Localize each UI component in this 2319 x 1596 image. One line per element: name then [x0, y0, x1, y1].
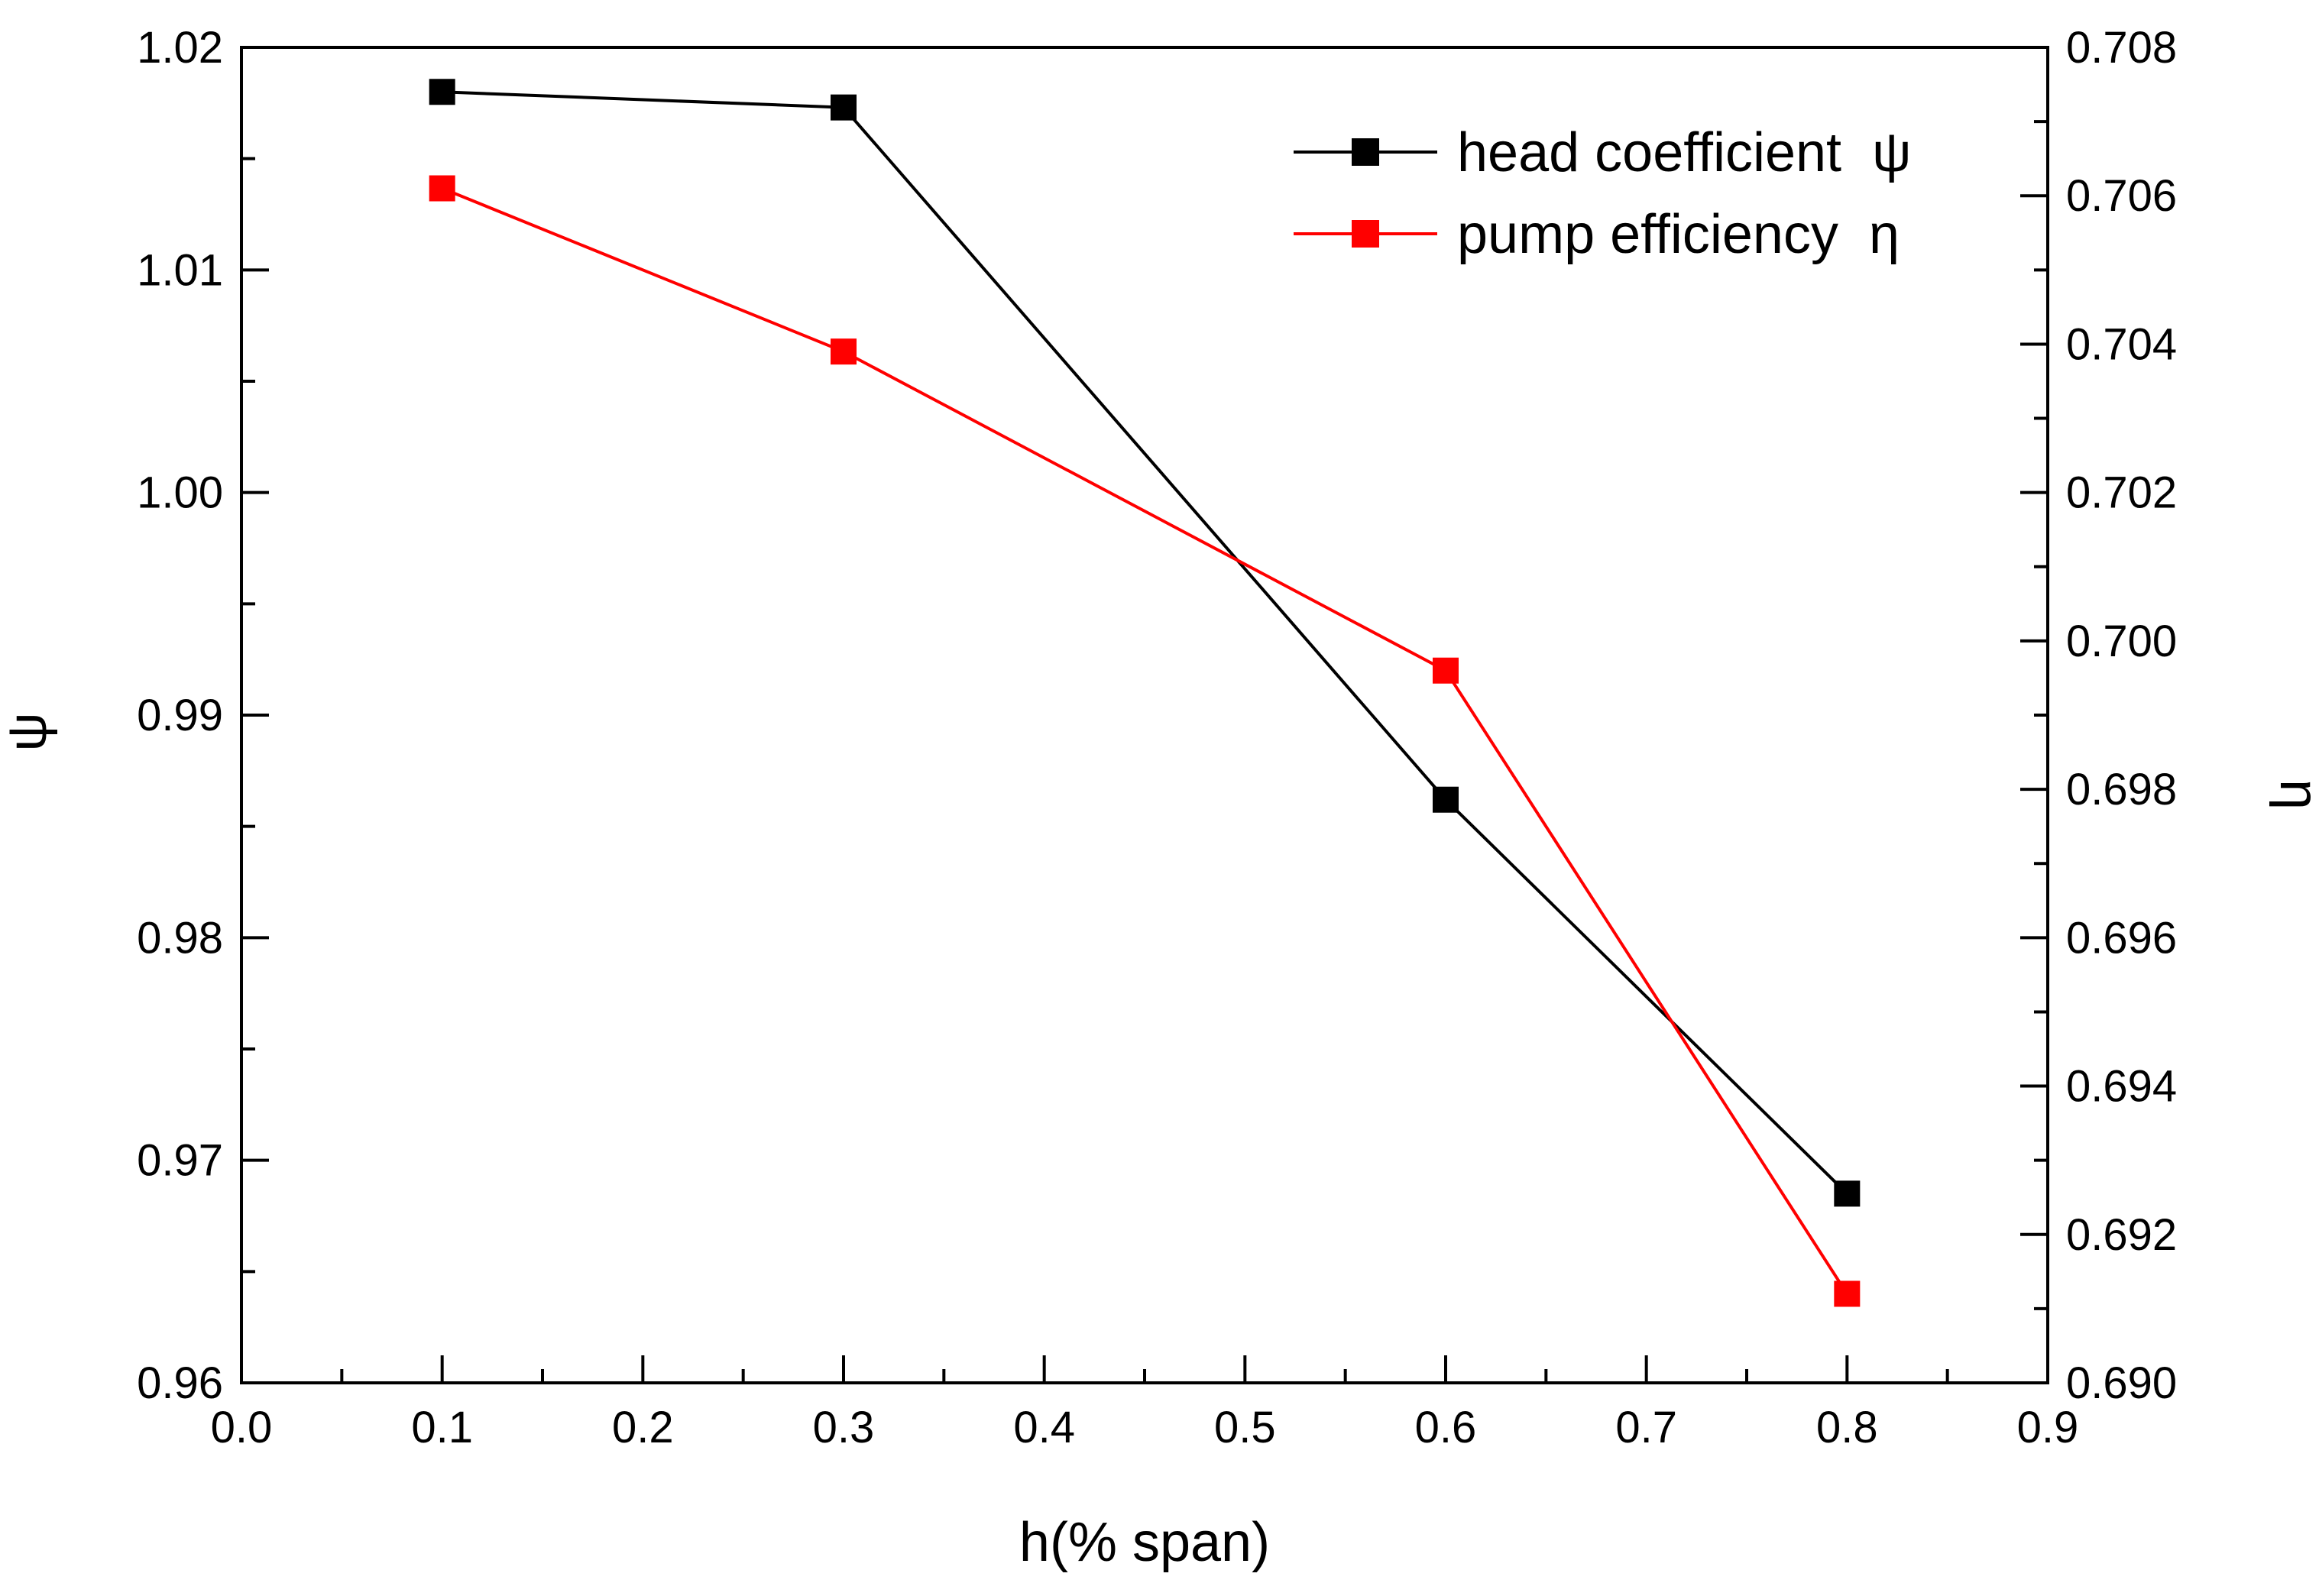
x-axis-title: h(% span) [1019, 1512, 1270, 1573]
y-right-tick-label: 0.704 [2066, 319, 2177, 369]
y-right-tick-label: 0.708 [2066, 23, 2177, 73]
x-tick-label: 0.6 [1415, 1403, 1477, 1452]
legend: head coefficient ψ pump efficiency η [1294, 122, 1911, 265]
y-left-tick-label: 0.98 [137, 913, 223, 963]
data-point-pump-efficiency [429, 175, 455, 202]
y-right-tick-label: 0.698 [2066, 765, 2177, 814]
svg-text:pump efficiency η: pump efficiency η [1457, 204, 1900, 265]
x-tick-label: 0.9 [2017, 1403, 2079, 1452]
y-left-tick-label: 0.96 [137, 1358, 223, 1408]
legend-label-head-coefficient: head coefficient [1457, 122, 1841, 183]
y-right-tick-label: 0.696 [2066, 913, 2177, 963]
y-right-axis-title: η [2269, 779, 2319, 810]
y-left-tick-label: 1.01 [137, 245, 223, 295]
y-left-axis-title: ψ [0, 712, 58, 751]
y-right-tick-label: 0.702 [2066, 468, 2177, 518]
data-point-pump-efficiency [831, 338, 857, 365]
y-right-tick-label: 0.700 [2066, 617, 2177, 666]
data-point-head-coefficient [831, 94, 857, 121]
y-right-axis-ticks: 0.690 0.692 0.694 0.696 0.698 0.700 0.702 0.704… [2020, 23, 2177, 1408]
y-left-tick-label: 0.97 [137, 1136, 223, 1186]
svg-text:head coefficient ψ: head coefficient ψ [1457, 122, 1911, 183]
x-tick-label: 0.3 [813, 1403, 875, 1452]
y-right-tick-label: 0.692 [2066, 1210, 2177, 1260]
x-tick-label: 0.2 [612, 1403, 674, 1452]
legend-label-pump-efficiency: pump efficiency [1457, 204, 1838, 265]
series-line-pump-efficiency [441, 186, 1849, 1295]
data-point-head-coefficient [1433, 786, 1459, 813]
x-tick-label: 0.7 [1615, 1403, 1677, 1452]
y-right-tick-label: 0.694 [2066, 1062, 2177, 1112]
x-tick-label: 0.1 [411, 1403, 473, 1452]
legend-marker-head-coefficient [1352, 138, 1379, 166]
legend-entry-pump-efficiency: pump efficiency η [1294, 204, 1900, 265]
legend-entry-head-coefficient: head coefficient ψ [1294, 122, 1911, 183]
y-right-tick-label: 0.690 [2066, 1358, 2177, 1408]
y-left-tick-label: 1.02 [137, 23, 223, 73]
data-point-head-coefficient [1834, 1180, 1861, 1207]
x-axis-ticks: 0.0 0.1 0.2 0.3 0.4 0.5 0.6 0.7 0.8 0.9 [211, 1355, 2079, 1452]
legend-marker-pump-efficiency [1352, 220, 1379, 248]
x-tick-label: 0.0 [211, 1403, 273, 1452]
data-point-head-coefficient [429, 79, 455, 105]
y-left-tick-label: 0.99 [137, 691, 223, 740]
series-line-head-coefficient [442, 90, 1848, 1195]
legend-symbol-pump-efficiency: η [1869, 204, 1900, 265]
data-point-pump-efficiency [1834, 1280, 1861, 1307]
x-tick-label: 0.8 [1816, 1403, 1878, 1452]
series-layer [429, 79, 1861, 1307]
y-left-tick-label: 1.00 [137, 468, 223, 518]
x-tick-label: 0.5 [1214, 1403, 1276, 1452]
data-point-pump-efficiency [1433, 657, 1459, 684]
y-left-axis-ticks: 0.96 0.97 0.98 0.99 1.00 1.01 1.02 [137, 23, 269, 1408]
legend-symbol-head-coefficient: ψ [1872, 122, 1911, 183]
x-tick-label: 0.4 [1013, 1403, 1075, 1452]
y-right-tick-label: 0.706 [2066, 171, 2177, 221]
